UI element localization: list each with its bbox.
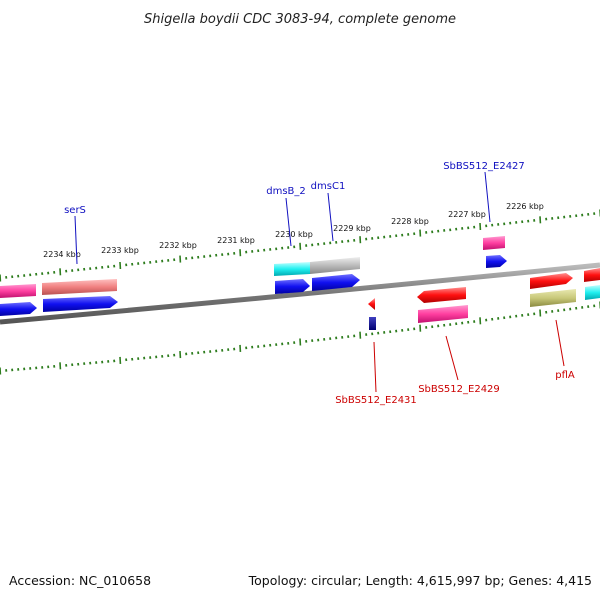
tick-label-2228: 2228 kbp bbox=[391, 217, 429, 226]
gene-pflA[interactable] bbox=[530, 289, 576, 307]
label-SbBS512_E2427[interactable]: SbBS512_E2427 bbox=[443, 161, 525, 172]
gene-blue-E2427[interactable] bbox=[486, 255, 507, 268]
gene-red-right-top[interactable] bbox=[530, 273, 573, 289]
gene-serS[interactable] bbox=[42, 279, 117, 295]
callout-line-SbBS512_E2431 bbox=[373, 341, 377, 393]
tick-label-2230: 2230 kbp bbox=[275, 230, 313, 239]
map-title: Shigella boydii CDC 3083-94, complete ge… bbox=[144, 12, 456, 27]
label-serS[interactable]: serS bbox=[64, 205, 86, 216]
callout-line-dmsC1 bbox=[327, 192, 334, 242]
callout-line-serS bbox=[74, 215, 78, 265]
gene-dmsB_2[interactable] bbox=[274, 262, 310, 276]
tick-label-2226: 2226 kbp bbox=[506, 202, 544, 211]
callouts-bottom: SbBS512_E2431 SbBS512_E2429 pflA bbox=[335, 319, 575, 406]
accession-text: Accession: NC_010658 bbox=[9, 573, 151, 588]
gene-SbBS512_E2427-top[interactable] bbox=[483, 236, 505, 250]
callout-line-SbBS512_E2427 bbox=[484, 171, 491, 223]
label-SbBS512_E2431[interactable]: SbBS512_E2431 bbox=[335, 395, 417, 406]
callouts-top: serS dmsB_2 dmsC1 SbBS512_E2427 bbox=[64, 161, 525, 265]
gene-red-far-right-top[interactable] bbox=[584, 268, 600, 282]
genome-backbone bbox=[0, 262, 600, 325]
gene-blue-dmsB_2[interactable] bbox=[275, 279, 310, 294]
tick-label-2234: 2234 kbp bbox=[43, 250, 81, 259]
callout-line-pflA bbox=[555, 319, 565, 367]
gene-blue-dmsC1[interactable] bbox=[312, 274, 360, 291]
tick-label-2229: 2229 kbp bbox=[333, 224, 371, 233]
gene-dmsC1[interactable] bbox=[310, 257, 360, 274]
genome-summary-text: Topology: circular; Length: 4,615,997 bp… bbox=[248, 573, 592, 588]
label-pflA[interactable]: pflA bbox=[555, 370, 575, 381]
scale-labels: 2226 kbp 2227 kbp 2228 kbp 2229 kbp 2230… bbox=[43, 202, 544, 259]
gene-blue-serS[interactable] bbox=[43, 296, 118, 312]
label-dmsB_2[interactable]: dmsB_2 bbox=[266, 186, 306, 197]
gene-SbBS512_E2429[interactable] bbox=[418, 305, 468, 323]
gene-red-E2429-top[interactable] bbox=[417, 287, 466, 303]
gene-SbBS512_E2431-red[interactable] bbox=[368, 298, 375, 310]
callout-line-dmsB_2 bbox=[285, 197, 292, 247]
tick-label-2227: 2227 kbp bbox=[448, 210, 486, 219]
gene-blue-left[interactable] bbox=[0, 302, 37, 316]
tick-label-2232: 2232 kbp bbox=[159, 241, 197, 250]
gene-features bbox=[0, 236, 600, 330]
callout-line-SbBS512_E2429 bbox=[445, 335, 459, 381]
label-SbBS512_E2429[interactable]: SbBS512_E2429 bbox=[418, 384, 500, 395]
gene-pink-left-top[interactable] bbox=[0, 284, 36, 298]
tick-label-2231: 2231 kbp bbox=[217, 236, 255, 245]
gene-SbBS512_E2431-navy[interactable] bbox=[369, 317, 376, 330]
tick-label-2233: 2233 kbp bbox=[101, 246, 139, 255]
inner-tick-ring bbox=[0, 301, 600, 375]
label-dmsC1[interactable]: dmsC1 bbox=[311, 181, 346, 192]
outer-tick-ring bbox=[0, 209, 600, 282]
gene-cyan-far-right[interactable] bbox=[585, 285, 600, 300]
